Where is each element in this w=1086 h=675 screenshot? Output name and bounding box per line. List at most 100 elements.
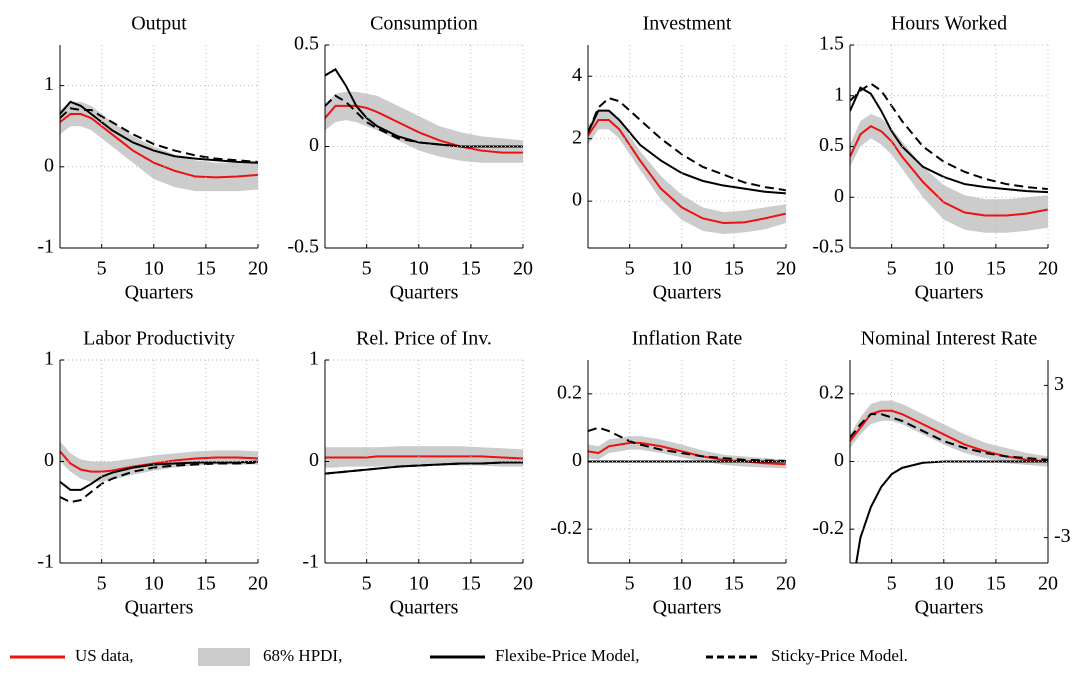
panel-title: Hours Worked (891, 13, 1007, 35)
x-axis-label: Quarters (915, 597, 984, 619)
x-tick-label: 20 (248, 573, 268, 595)
x-tick-label: 10 (934, 573, 954, 595)
x-tick-label: 5 (625, 258, 635, 280)
y-tick-label: 1 (44, 73, 54, 95)
series-line (588, 96, 786, 192)
series-line (60, 107, 258, 163)
x-tick-label: 15 (986, 258, 1006, 280)
plot-area (588, 426, 786, 469)
y-tick-label: -1 (37, 236, 54, 258)
series-line (850, 413, 1048, 461)
x-axis-label: Quarters (653, 282, 722, 304)
x-tick-label: 5 (887, 258, 897, 280)
x-tick-label: 10 (144, 258, 164, 280)
x-tick-label: 5 (887, 573, 897, 595)
series-line (60, 460, 258, 491)
legend-label: Sticky-Price Model. (771, 646, 908, 665)
series-line (588, 118, 786, 225)
y-tick-label: 0.5 (819, 134, 844, 156)
x-tick-label: 10 (672, 258, 692, 280)
y-tick-label: 4 (572, 64, 582, 86)
series-line (60, 100, 258, 164)
x-axis-label: Quarters (653, 597, 722, 619)
panel-title: Consumption (370, 13, 478, 35)
legend-label: US data, (75, 646, 134, 665)
x-tick-label: 10 (409, 258, 429, 280)
y2-tick-label: -3 (1054, 525, 1071, 547)
x-axis-label: Quarters (390, 282, 459, 304)
x-tick-label: 10 (409, 573, 429, 595)
x-tick-label: 20 (513, 258, 533, 280)
x-tick-label: 20 (1038, 573, 1058, 595)
plot-area (588, 96, 786, 234)
panel-title: Nominal Interest Rate (861, 328, 1038, 350)
y-tick-label: 0 (572, 449, 582, 471)
y-tick-label: -0.2 (550, 517, 582, 539)
hpdi-band (60, 101, 258, 192)
y-tick-label: 0 (309, 134, 319, 156)
y-tick-label: 1 (44, 348, 54, 370)
x-axis-label: Quarters (915, 282, 984, 304)
series-line (850, 125, 1048, 217)
y-tick-label: 1 (309, 348, 319, 370)
panel-title: Investment (643, 13, 732, 35)
x-tick-label: 20 (248, 258, 268, 280)
panel: -0.5 0 0.5 1 1.5 5 10 15 20 Hours Worked Quarters (812, 13, 1058, 304)
x-tick-label: 10 (934, 258, 954, 280)
legend-label: Flexibe-Price Model, (495, 646, 639, 665)
plot-area (60, 100, 258, 192)
y-tick-label: -1 (37, 551, 54, 573)
y2-tick-label: 3 (1054, 373, 1064, 395)
y-tick-label: 0 (44, 449, 54, 471)
series-line (588, 109, 786, 195)
legend-item: Flexibe-Price Model, (430, 646, 639, 665)
panel: -0.2 0 0.2 5 10 15 20 -3 3 Nominal Interest Rate Q… (812, 328, 1070, 619)
x-tick-label: 5 (362, 573, 372, 595)
panel-title: Labor Productivity (83, 328, 235, 350)
x-tick-label: 15 (724, 258, 744, 280)
x-tick-label: 5 (97, 258, 107, 280)
x-tick-label: 10 (144, 573, 164, 595)
legend-swatch (198, 648, 250, 666)
y-tick-label: 2 (572, 126, 582, 148)
series-line (588, 426, 786, 462)
legend-label: 68% HPDI, (263, 646, 342, 665)
x-tick-label: 10 (672, 573, 692, 595)
y-tick-label: 0.2 (557, 381, 582, 403)
legend-item: 68% HPDI, (198, 646, 342, 666)
plot-area (850, 82, 1048, 233)
x-tick-label: 5 (625, 573, 635, 595)
series-line (325, 461, 523, 475)
y-tick-label: 0.5 (294, 33, 319, 55)
x-tick-label: 15 (724, 573, 744, 595)
panel-title: Rel. Price of Inv. (356, 328, 492, 350)
y-tick-label: 1.5 (819, 33, 844, 55)
series-line (325, 455, 523, 460)
x-tick-label: 15 (986, 573, 1006, 595)
hpdi-band (850, 400, 1048, 467)
x-axis-label: Quarters (390, 597, 459, 619)
x-tick-label: 15 (196, 573, 216, 595)
x-tick-label: 15 (461, 258, 481, 280)
x-axis-label: Quarters (125, 597, 194, 619)
series-line (850, 86, 1048, 194)
series-line (325, 104, 523, 154)
y-tick-label: 0 (834, 185, 844, 207)
y-tick-label: 0 (44, 154, 54, 176)
y-tick-label: -1 (302, 551, 319, 573)
x-tick-label: 15 (461, 573, 481, 595)
plot-area (325, 446, 523, 475)
plot-area (60, 441, 258, 504)
plot-area (325, 68, 523, 163)
y-tick-label: 0 (572, 189, 582, 211)
y-tick-label: 0 (834, 449, 844, 471)
x-tick-label: 15 (196, 258, 216, 280)
x-tick-label: 20 (1038, 258, 1058, 280)
y-tick-label: -0.5 (812, 236, 844, 258)
x-tick-label: 20 (776, 258, 796, 280)
legend-item: US data, (10, 646, 134, 665)
